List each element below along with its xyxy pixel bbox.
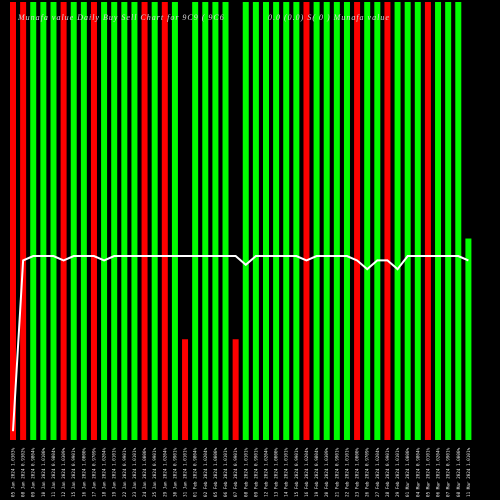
bar: [151, 2, 158, 440]
x-tick-label: 10 Jan 2024 1.0100%: [41, 447, 47, 497]
x-tick-label: 19 Jan 2024 1.0101%: [112, 447, 118, 497]
bars-group: [10, 2, 472, 440]
bar: [60, 2, 67, 440]
bar: [313, 2, 320, 440]
x-tick-label: 06 Feb 2024 1.0101%: [223, 447, 229, 497]
x-tick-label: 05 Jan 2024 1.0303%: [11, 447, 17, 497]
x-tick-label: 05 Feb 2024 1.0000%: [213, 447, 219, 497]
x-tick-label: 22 Jan 2024 0.9901%: [122, 447, 128, 497]
x-tick-label: 08 Jan 2024 0.9302%: [21, 447, 27, 497]
bar: [50, 2, 57, 440]
x-tick-label: 16 Jan 2024 1.0000%: [81, 447, 87, 497]
bar: [232, 339, 239, 440]
x-tick-label: 12 Feb 2024 1.0204%: [264, 447, 270, 497]
bar: [273, 2, 280, 440]
bar: [424, 2, 431, 440]
x-tick-label: 09 Jan 2024 0.9804%: [31, 447, 37, 497]
x-tick-label: 07 Feb 2024 0.9901%: [233, 447, 239, 497]
x-tick-label: 15 Feb 2024 0.9901%: [294, 447, 300, 497]
bar: [323, 2, 330, 440]
x-tick-label: 29 Feb 2024 1.0101%: [395, 447, 401, 497]
bar: [20, 2, 27, 440]
x-tick-label: 13 Feb 2024 1.0000%: [274, 447, 280, 497]
bar: [131, 2, 138, 440]
x-tick-label: 25 Jan 2024 0.9901%: [152, 447, 158, 497]
x-tick-label: 29 Jan 2024 1.0204%: [162, 447, 168, 497]
bar: [374, 2, 381, 440]
bar: [455, 2, 462, 440]
bar: [364, 2, 371, 440]
bar: [404, 2, 411, 440]
bar: [384, 2, 391, 440]
bar: [222, 2, 229, 440]
bar: [101, 2, 108, 440]
bar: [90, 2, 97, 440]
x-tick-label: 08 Mar 2024 1.0000%: [456, 447, 462, 497]
bar: [192, 2, 199, 440]
x-tick-label: 04 Mar 2024 0.9804%: [415, 447, 421, 497]
x-tick-label: 05 Mar 2024 1.0101%: [425, 447, 431, 497]
x-tick-label: 27 Feb 2024 1.0204%: [375, 447, 381, 497]
bar: [212, 2, 219, 440]
bar: [414, 2, 421, 440]
x-tick-label: 02 Feb 2024 1.0204%: [203, 447, 209, 497]
bar: [10, 2, 16, 440]
bar: [80, 2, 87, 440]
x-tick-label: 12 Jan 2024 1.0309%: [61, 447, 67, 497]
bar: [242, 2, 249, 440]
x-tick-label: 26 Feb 2024 0.9709%: [365, 447, 371, 497]
x-tick-label: 24 Jan 2024 1.0000%: [142, 447, 148, 497]
bar: [263, 2, 269, 440]
x-tick-label: 07 Mar 2024 0.9901%: [446, 447, 452, 497]
bar: [343, 2, 350, 440]
x-tick-label: 22 Feb 2024 1.0101%: [344, 447, 350, 497]
x-tick-label: 23 Jan 2024 1.0101%: [132, 447, 138, 497]
x-tick-label: 16 Feb 2024 1.0204%: [304, 447, 310, 497]
x-tick-label: 19 Feb 2024 0.9804%: [314, 447, 320, 497]
bar: [435, 2, 442, 440]
x-tick-label: 09 Feb 2024 0.9901%: [253, 447, 259, 497]
x-tick-label: 17 Jan 2024 0.9709%: [91, 447, 97, 497]
bar: [40, 2, 47, 440]
bar: [252, 2, 259, 440]
x-tick-label: 14 Feb 2024 1.0101%: [284, 447, 290, 497]
bar: [171, 2, 178, 440]
x-tick-label: 01 Feb 2024 0.9804%: [193, 447, 199, 497]
x-axis-labels: 05 Jan 2024 1.0303% 08 Jan 2024 0.9302% 09…: [11, 447, 472, 497]
x-tick-label: 18 Jan 2024 1.0204%: [102, 447, 108, 497]
x-tick-label: 11 Mar 2024 1.0101%: [466, 447, 472, 497]
chart-title-left: Munafa value Daily Buy Sell Chart for 9C…: [17, 13, 225, 22]
x-tick-label: 31 Jan 2024 1.0101%: [183, 447, 189, 497]
bar: [283, 2, 290, 440]
chart-title-right: 0.0 (0.0) S( 0 ) Munafa value: [268, 13, 390, 22]
x-tick-label: 01 Mar 2024 1.0000%: [405, 447, 411, 497]
x-tick-label: 21 Feb 2024 0.9901%: [334, 447, 340, 497]
bar: [202, 2, 209, 440]
bar: [121, 2, 128, 440]
bar: [293, 2, 300, 440]
bar: [394, 2, 401, 440]
bar: [445, 2, 452, 440]
bar: [161, 2, 168, 440]
trend-line: [12, 255, 469, 432]
x-tick-label: 11 Jan 2024 0.9804%: [51, 447, 57, 497]
bar: [303, 2, 310, 440]
x-tick-label: 06 Mar 2024 1.0204%: [436, 447, 442, 497]
bar: [465, 238, 472, 440]
bar: [141, 2, 148, 440]
bar: [333, 2, 340, 440]
x-tick-label: 20 Feb 2024 1.0309%: [324, 447, 330, 497]
bar: [70, 2, 77, 440]
bar: [354, 2, 361, 440]
x-tick-label: 28 Feb 2024 0.9901%: [385, 447, 391, 497]
bar: [30, 2, 37, 440]
bar: [111, 2, 118, 440]
x-tick-label: 30 Jan 2024 0.9901%: [172, 447, 178, 497]
x-tick-label: 23 Feb 2024 1.0000%: [355, 447, 361, 497]
x-tick-label: 15 Jan 2024 0.9901%: [71, 447, 77, 497]
bar: [182, 339, 189, 440]
x-tick-label: 08 Feb 2024 1.0101%: [243, 447, 249, 497]
